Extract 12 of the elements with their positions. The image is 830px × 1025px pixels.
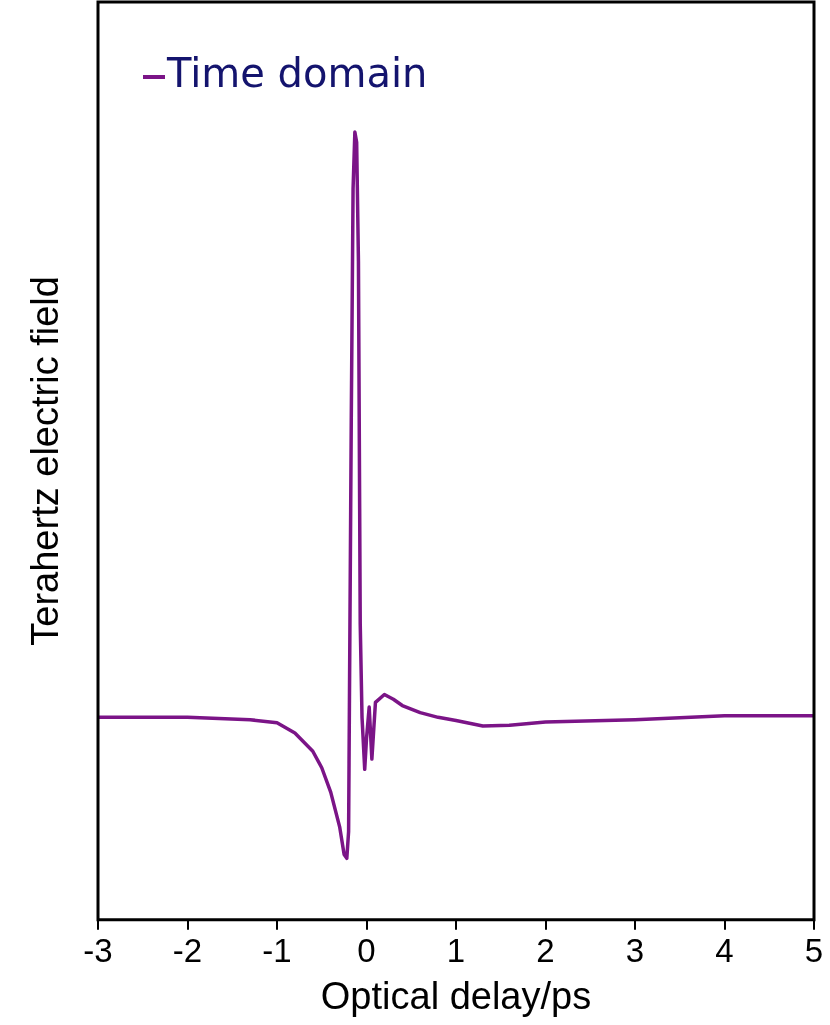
x-tick-label: 3 [625, 931, 645, 969]
x-tick-label: -3 [83, 931, 113, 969]
x-tick-label: -2 [172, 931, 203, 969]
x-tick-label: 1 [446, 931, 466, 969]
x-tick-label: 2 [536, 931, 555, 969]
legend-label: Time domain [166, 50, 428, 97]
x-tick-label: 0 [357, 931, 376, 969]
x-tick-label: 4 [715, 931, 734, 969]
y-axis-title: Terahertz electric field [24, 276, 67, 646]
x-tick-label: -1 [262, 931, 292, 969]
x-axis-title: Optical delay/ps [320, 974, 592, 1017]
x-tick-label: 5 [804, 931, 824, 969]
